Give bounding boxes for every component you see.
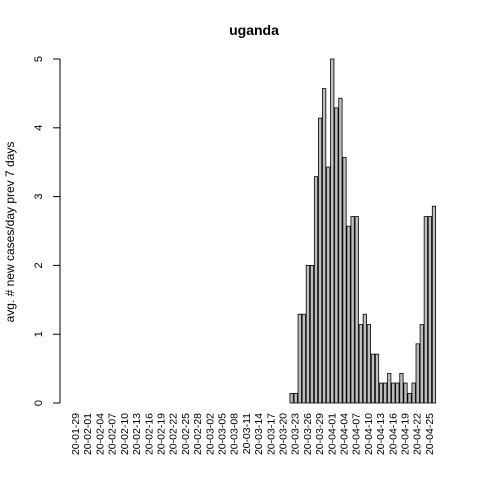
x-tick-label: 20-02-28 (192, 413, 204, 455)
bar-20-04-23 (419, 324, 424, 404)
x-tick-label: 20-03-20 (277, 413, 289, 455)
bar-20-03-28 (313, 176, 319, 404)
bar-20-04-18 (399, 373, 404, 404)
y-axis-label: avg. # new cases/day prev 7 days (3, 142, 17, 323)
x-axis-ticks: 20-01-29 20-02-01 20-02-04 20-02-07 20-02-10… (70, 413, 436, 455)
x-tick-label: 20-04-16 (387, 413, 399, 455)
x-tick-label: 20-03-08 (229, 413, 241, 455)
x-tick-label: 20-02-07 (107, 413, 119, 455)
y-axis: 0 1 2 3 4 5 (33, 56, 61, 406)
bar-20-03-29 (318, 117, 323, 404)
bar-20-03-27 (309, 264, 315, 404)
bar-20-04-21 (411, 382, 416, 404)
x-tick-label: 20-04-13 (375, 413, 387, 455)
x-tick-label: 20-04-22 (412, 413, 424, 455)
bar-20-03-31 (326, 166, 331, 404)
x-tick-label: 20-02-01 (82, 413, 94, 455)
x-tick-label: 20-04-07 (351, 413, 363, 455)
bar-20-04-26 (431, 205, 437, 404)
y-tick-label: 4 (33, 125, 45, 131)
bar-20-04-06 (350, 216, 355, 404)
y-tick-label: 2 (33, 262, 45, 268)
bar-20-04-19 (403, 382, 408, 404)
x-tick-label: 20-02-10 (119, 413, 131, 455)
y-tick-label: 5 (33, 56, 45, 62)
x-tick-label: 20-02-25 (180, 413, 192, 455)
x-tick-label: 20-03-02 (204, 413, 216, 455)
x-tick-label: 20-04-01 (326, 413, 338, 455)
x-tick-label: 20-04-04 (338, 413, 350, 455)
bar-20-04-17 (395, 382, 400, 404)
x-tick-label: 20-02-13 (131, 413, 143, 455)
x-tick-label: 20-03-23 (290, 413, 302, 455)
x-tick-label: 20-04-19 (399, 413, 411, 455)
bar-20-04-12 (374, 353, 380, 404)
chart-title: uganda (229, 22, 279, 38)
bar-20-04-11 (370, 353, 376, 404)
x-tick-label: 20-03-05 (216, 413, 228, 455)
bars (289, 58, 437, 404)
bar-20-04-25 (427, 216, 432, 404)
bar-20-03-25 (301, 313, 306, 404)
bar-20-03-24 (297, 313, 302, 404)
x-tick-label: 20-03-11 (241, 413, 253, 454)
bar-20-04-04 (342, 156, 347, 404)
bar-20-04-14 (383, 382, 388, 404)
y-tick-label: 3 (33, 194, 45, 200)
x-tick-label: 20-02-04 (94, 413, 106, 455)
bar-20-03-30 (322, 88, 327, 404)
bar-20-04-09 (362, 313, 367, 404)
x-tick-label: 20-01-29 (70, 413, 82, 455)
bar-20-04-07 (354, 216, 359, 404)
x-tick-label: 20-02-22 (168, 413, 180, 455)
bar-20-04-02 (334, 107, 339, 404)
bar-20-04-22 (415, 343, 420, 404)
x-tick-label: 20-03-14 (253, 413, 265, 455)
bar-20-04-15 (387, 373, 392, 404)
bar-20-04-13 (379, 382, 384, 404)
bar-20-03-22 (289, 392, 294, 404)
bar-20-03-26 (305, 264, 310, 404)
bar-20-04-08 (358, 324, 363, 404)
y-tick-label: 1 (33, 331, 45, 337)
bar-20-04-20 (407, 392, 412, 404)
bar-20-04-16 (391, 382, 396, 404)
x-tick-label: 20-04-25 (424, 413, 436, 455)
x-tick-label: 20-04-10 (363, 413, 375, 455)
bar-20-04-03 (338, 97, 343, 404)
bar-20-04-05 (346, 225, 351, 404)
bar-20-04-10 (366, 324, 371, 404)
bar-20-03-23 (293, 392, 298, 404)
bar-20-04-01 (330, 58, 335, 404)
x-tick-label: 20-03-17 (265, 413, 277, 455)
x-tick-label: 20-02-19 (155, 413, 167, 455)
x-tick-label: 20-03-29 (314, 413, 326, 455)
x-tick-label: 20-03-26 (302, 413, 314, 455)
x-tick-label: 20-02-16 (143, 413, 155, 455)
y-tick-label: 0 (33, 400, 45, 406)
bar-20-04-24 (423, 216, 428, 404)
